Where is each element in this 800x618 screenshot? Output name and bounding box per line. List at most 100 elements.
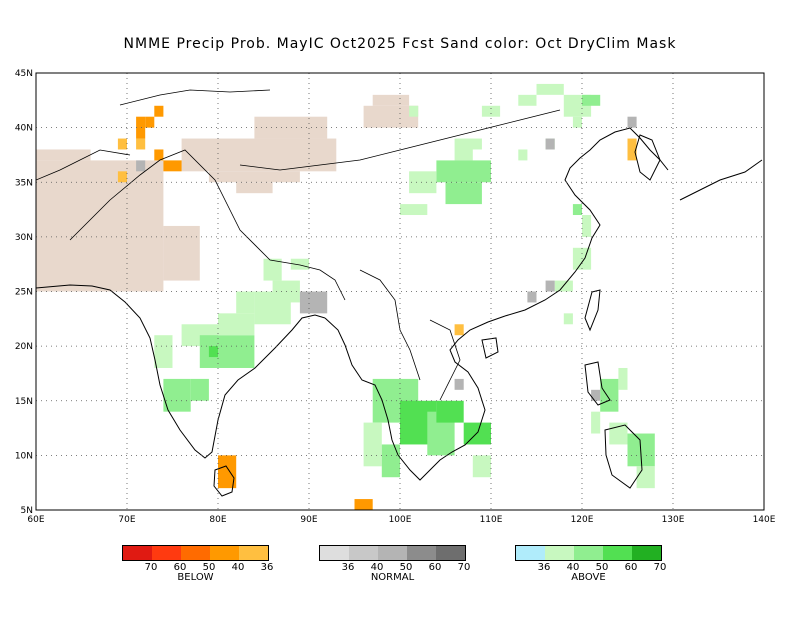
legend-swatch [123, 546, 152, 560]
near-normal-cell [454, 378, 464, 390]
below-normal-cell [136, 138, 146, 150]
above-normal-cell [636, 466, 655, 489]
legend-swatch [516, 546, 545, 560]
legend-below-caption: BELOW [177, 572, 214, 583]
legend-normal-colorbar [319, 545, 466, 561]
legend-tick-label: 40 [370, 562, 384, 573]
above-normal-cell [208, 346, 218, 358]
dry-mask-cell [36, 160, 164, 292]
above-normal-cell [463, 138, 482, 150]
legend-tick-label: 36 [260, 562, 274, 573]
legend-tick-label: 70 [144, 562, 158, 573]
dry-mask-cell [363, 105, 419, 128]
near-normal-cell [545, 280, 555, 292]
lat-tick-label: 30N [15, 233, 33, 243]
above-normal-cell [591, 411, 601, 434]
below-normal-cell [117, 138, 127, 150]
above-normal-cell [400, 204, 428, 216]
above-normal-cell [154, 335, 173, 368]
above-normal-cell [363, 422, 382, 467]
legend-swatch [239, 546, 268, 560]
dry-mask-cell [36, 149, 91, 161]
legend-normal-caption: NORMAL [370, 572, 415, 583]
above-normal-cell [409, 105, 419, 117]
legend-tick-label: 50 [399, 562, 413, 573]
lat-tick-label: 20N [15, 342, 33, 352]
dry-mask-cell [163, 225, 200, 281]
lat-tick-label: 5N [21, 506, 33, 516]
above-normal-cell [218, 313, 255, 336]
dry-mask-cell [236, 182, 273, 194]
axis-ticks: 60E 70E 80E 90E 100E 110E 120E 130E 140E 5N 10N 15N… [15, 69, 776, 525]
legend-tick-label: 60 [624, 562, 638, 573]
below-normal-cell [145, 116, 155, 128]
lon-tick-label: 70E [118, 515, 135, 525]
below-normal-cell [136, 116, 146, 139]
below-normal-cell [354, 499, 373, 510]
legend-above-colorbar [515, 545, 662, 561]
above-normal-cell [563, 313, 573, 325]
legend-tick-label: 70 [457, 562, 471, 573]
above-normal-cell [199, 335, 255, 368]
above-normal-cell [582, 94, 601, 106]
lat-tick-label: 15N [15, 397, 33, 407]
map-frame [35, 72, 765, 511]
probability-shading [117, 83, 655, 510]
legend-tick-label: 40 [231, 562, 245, 573]
legend-tick-label: 40 [566, 562, 580, 573]
legend-below: 70 60 50 40 36 BELOW [122, 545, 274, 583]
lat-tick-label: 45N [15, 69, 33, 79]
below-normal-cell [163, 160, 182, 172]
above-normal-cell [236, 291, 255, 314]
lon-tick-label: 80E [209, 515, 226, 525]
legend-above-labels: 36 40 50 60 70 [515, 561, 667, 573]
lon-tick-label: 60E [27, 515, 44, 525]
lon-tick-label: 130E [662, 515, 685, 525]
legend-swatch [603, 546, 632, 560]
legend-above: 36 40 50 60 70 ABOVE [515, 545, 667, 583]
near-normal-cell [591, 389, 601, 401]
near-normal-cell [527, 291, 537, 303]
near-normal-cell [136, 160, 146, 172]
legend-below-labels: 70 60 50 40 36 [122, 561, 274, 573]
legend-tick-label: 50 [595, 562, 609, 573]
lat-tick-label: 40N [15, 124, 33, 134]
legend-swatch [545, 546, 574, 560]
above-normal-cell [518, 94, 537, 106]
legend-tick-label: 36 [537, 562, 551, 573]
above-normal-cell [572, 204, 582, 216]
above-normal-cell [381, 444, 400, 478]
above-normal-cell [445, 182, 482, 205]
legend-tick-label: 60 [173, 562, 187, 573]
dry-mask-cell [181, 138, 337, 172]
above-normal-cell [618, 367, 628, 390]
legend-swatch [378, 546, 407, 560]
legend-swatch [407, 546, 436, 560]
legend-swatch [436, 546, 465, 560]
dry-mask-cell [208, 171, 300, 183]
above-normal-cell [409, 171, 437, 194]
near-normal-cell [627, 116, 637, 128]
above-normal-cell [190, 378, 209, 401]
legend-swatch [210, 546, 239, 560]
above-normal-cell [163, 378, 191, 412]
legend-tick-label: 36 [341, 562, 355, 573]
legend-normal-labels: 36 40 50 60 70 [319, 561, 471, 573]
below-normal-cell [117, 171, 127, 183]
lon-tick-label: 90E [300, 515, 317, 525]
lon-tick-label: 120E [571, 515, 594, 525]
legend-tick-label: 50 [202, 562, 216, 573]
legend-above-caption: ABOVE [571, 572, 606, 583]
legend-swatch [152, 546, 181, 560]
below-normal-cell [454, 324, 464, 336]
legend-swatch [574, 546, 603, 560]
legend-below-colorbar [122, 545, 269, 561]
legend-tick-label: 70 [653, 562, 667, 573]
dry-mask-cell [372, 94, 410, 106]
below-normal-cell [154, 149, 164, 161]
legend-swatch [349, 546, 378, 560]
map-title: NMME Precip Prob. MayIC Oct2025 Fcst San… [123, 36, 677, 52]
above-normal-cell [536, 83, 564, 95]
lat-tick-label: 25N [15, 288, 33, 298]
